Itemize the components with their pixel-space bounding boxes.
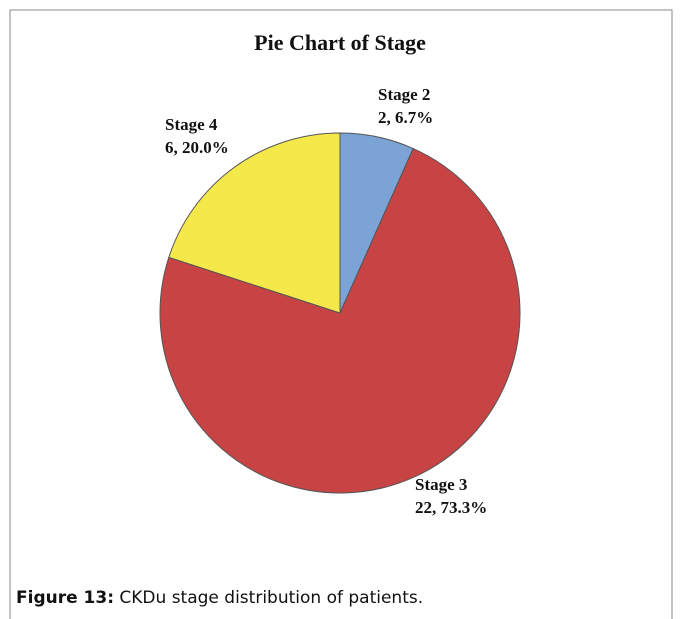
slice-label: Stage 4	[165, 115, 218, 134]
value-label: 22, 73.3%	[415, 498, 487, 517]
caption: Figure 13: CKDu stage distribution of pa…	[16, 588, 423, 608]
caption-text: CKDu stage distribution of patients.	[119, 588, 424, 608]
pie-slice	[168, 132, 341, 314]
chart-title: Pie Chart of Stage	[254, 30, 426, 55]
frame	[9, 9, 673, 619]
pie-slice	[159, 147, 521, 494]
caption-label: Figure 13:	[16, 588, 114, 608]
slice-label: Stage 3	[415, 475, 467, 494]
slice-label: Stage 2	[378, 85, 430, 104]
value-label: 6, 20.0%	[165, 138, 229, 157]
value-label: 2, 6.7%	[378, 108, 433, 127]
